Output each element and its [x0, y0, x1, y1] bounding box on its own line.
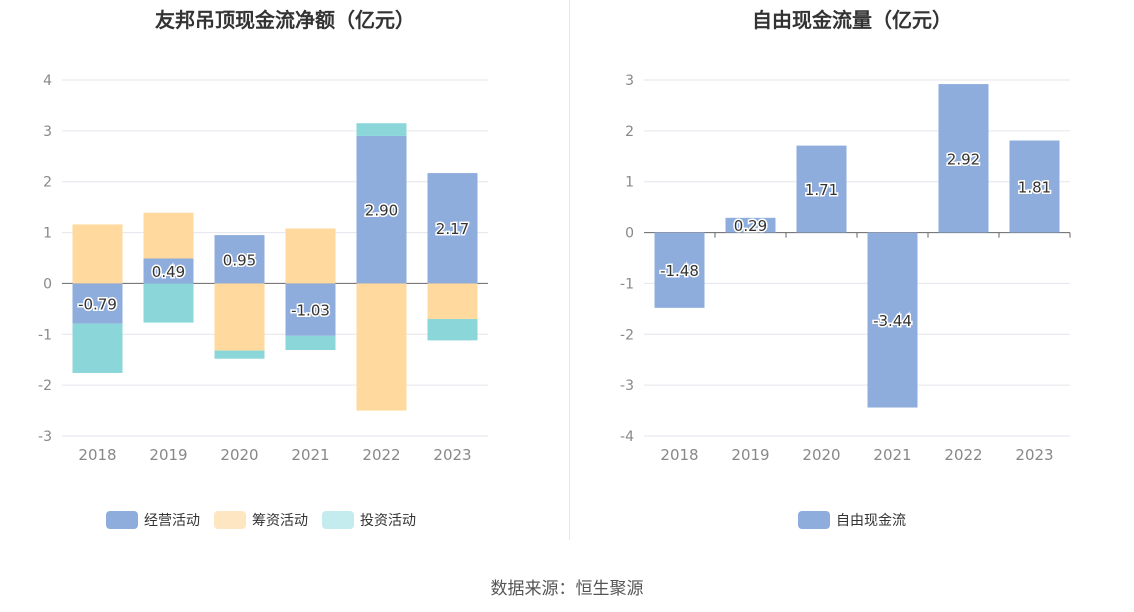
x-tick-label: 2022 [944, 446, 982, 464]
legend-swatch [106, 511, 138, 529]
bar[interactable] [356, 135, 407, 284]
left-legend: 经营活动 筹资活动 投资活动 [106, 510, 416, 530]
bar-data-label: -1.03 [291, 302, 330, 320]
y-tick-label: 3 [43, 124, 52, 140]
y-tick-label: 2 [625, 124, 634, 140]
legend-swatch [322, 511, 354, 529]
bar[interactable] [143, 258, 194, 284]
bar-data-label: -1.48 [660, 262, 699, 280]
bar[interactable] [214, 350, 265, 359]
bar[interactable] [72, 283, 123, 324]
bar[interactable] [427, 283, 478, 320]
bar-data-label: 2.90 [365, 202, 398, 220]
bar-data-label: 0.29 [734, 217, 767, 235]
bar-data-label: 0.95 [223, 251, 256, 269]
bar[interactable] [725, 217, 776, 233]
bar-data-label: -0.79 [78, 296, 117, 314]
legend-swatch [798, 511, 830, 529]
legend-item-free-cash-flow[interactable]: 自由现金流 [798, 510, 906, 530]
y-tick-label: -3 [38, 429, 52, 445]
bar-data-label: 1.81 [1018, 179, 1051, 197]
legend-label: 投资活动 [360, 513, 416, 529]
y-tick-label: 4 [43, 73, 52, 89]
cash-flow-net-chart: -3 -2 -1 0 1 2 3 4 2018 -0.79 2019 0.49 2020 0.95 2021… [38, 73, 488, 464]
x-tick-label: 2018 [78, 446, 116, 464]
bar[interactable] [214, 235, 265, 284]
bar-data-label: -3.44 [873, 312, 912, 330]
bar[interactable] [214, 283, 265, 351]
y-tick-label: 0 [625, 226, 634, 242]
x-tick-label: 2021 [291, 446, 329, 464]
x-tick-label: 2018 [660, 446, 698, 464]
x-tick-label: 2021 [873, 446, 911, 464]
right-chart-title: 自由现金流量（亿元） [752, 8, 952, 32]
y-tick-label: -2 [620, 327, 634, 343]
bar[interactable] [938, 84, 989, 233]
free-cash-flow-chart: -4 -3 -2 -1 0 1 2 3 2018 -1.48 2019 0.29 2020 1.71 202… [620, 73, 1071, 464]
bar[interactable] [427, 173, 478, 284]
bar[interactable] [285, 228, 336, 284]
bar[interactable] [72, 323, 123, 373]
bar[interactable] [796, 145, 847, 233]
y-tick-label: -1 [38, 327, 52, 343]
legend-item-investing[interactable]: 投资活动 [322, 510, 416, 530]
bar-data-label: 2.92 [947, 150, 980, 168]
bar[interactable] [356, 283, 407, 411]
y-tick-label: -2 [38, 378, 52, 394]
x-tick-label: 2023 [433, 446, 471, 464]
y-tick-label: -1 [620, 276, 634, 292]
bar-data-label: 1.71 [805, 181, 838, 199]
y-tick-label: 1 [625, 175, 634, 191]
bar-data-label: 2.17 [436, 220, 469, 238]
bar[interactable] [356, 123, 407, 136]
bar[interactable] [427, 319, 478, 341]
y-tick-label: 2 [43, 175, 52, 191]
x-tick-label: 2022 [362, 446, 400, 464]
bar[interactable] [72, 224, 123, 284]
x-tick-label: 2020 [802, 446, 840, 464]
bar[interactable] [867, 232, 918, 408]
x-tick-label: 2023 [1015, 446, 1053, 464]
data-source: 数据来源：恒生聚源 [490, 579, 644, 599]
legend-item-operating[interactable]: 经营活动 [106, 510, 200, 530]
left-chart-title: 友邦吊顶现金流净额（亿元） [155, 8, 415, 32]
legend-label: 自由现金流 [836, 513, 906, 529]
bar[interactable] [654, 232, 705, 308]
y-tick-label: 1 [43, 226, 52, 242]
y-tick-label: 0 [43, 276, 52, 292]
bar[interactable] [143, 212, 194, 259]
y-tick-label: -3 [620, 378, 634, 394]
x-tick-label: 2019 [149, 446, 187, 464]
bar[interactable] [285, 283, 336, 336]
y-tick-label: -4 [620, 429, 634, 445]
bar-data-label: 0.49 [152, 263, 185, 281]
legend-label: 经营活动 [144, 513, 200, 529]
x-tick-label: 2020 [220, 446, 258, 464]
bar[interactable] [1009, 140, 1060, 233]
y-tick-label: 3 [625, 73, 634, 89]
chart-divider [569, 0, 570, 540]
legend-item-financing[interactable]: 筹资活动 [214, 510, 308, 530]
bar[interactable] [285, 335, 336, 351]
bar[interactable] [143, 283, 194, 323]
x-tick-label: 2019 [731, 446, 769, 464]
right-legend: 自由现金流 [798, 510, 906, 530]
legend-swatch [214, 511, 246, 529]
legend-label: 筹资活动 [252, 513, 308, 529]
